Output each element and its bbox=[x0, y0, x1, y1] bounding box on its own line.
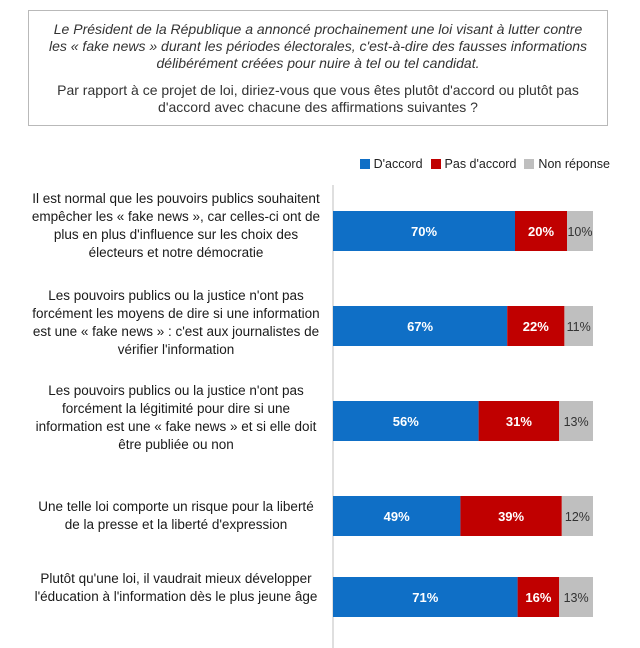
legend-swatch-accord bbox=[359, 159, 370, 169]
data-label-pas-accord: 16% bbox=[525, 590, 551, 605]
bar-segment-accord bbox=[333, 496, 461, 536]
category-label: Il est normal que les pouvoirs publics s… bbox=[31, 191, 321, 260]
question-text: Par rapport à ce projet de loi, diriez-v… bbox=[57, 82, 579, 115]
legend-swatch-non-reponse bbox=[524, 159, 535, 169]
intro-text: Le Président de la République a annoncé … bbox=[48, 21, 588, 71]
data-label-non-reponse: 13% bbox=[564, 591, 589, 605]
bar-segment-non-reponse bbox=[561, 496, 593, 536]
chart-legend: D'accord Pas d'accord Non réponse bbox=[352, 157, 610, 171]
data-label-accord: 56% bbox=[393, 414, 419, 429]
bar-segment-accord bbox=[333, 211, 515, 251]
bar-segment-non-reponse bbox=[559, 577, 593, 617]
category-label: Les pouvoirs publics ou la justice n'ont… bbox=[35, 383, 317, 452]
legend-item-accord: D'accord bbox=[359, 157, 423, 171]
category-label: Une telle loi comporte un risque pour la… bbox=[38, 499, 314, 532]
data-label-non-reponse: 12% bbox=[565, 510, 590, 524]
data-label-pas-accord: 39% bbox=[498, 509, 524, 524]
bar-segment-pas-accord bbox=[478, 401, 560, 441]
data-label-non-reponse: 11% bbox=[567, 320, 591, 334]
legend-label-accord: D'accord bbox=[373, 157, 423, 171]
data-label-accord: 49% bbox=[384, 509, 410, 524]
category-label: Plutôt qu'une loi, il vaudrait mieux dév… bbox=[34, 571, 318, 604]
bar-segment-accord bbox=[333, 306, 508, 346]
data-label-accord: 67% bbox=[407, 319, 433, 334]
bar-segment-accord bbox=[333, 577, 518, 617]
bar-segment-non-reponse bbox=[567, 211, 593, 251]
category-label: Les pouvoirs publics ou la justice n'ont… bbox=[32, 288, 320, 357]
bar-segment-pas-accord bbox=[515, 211, 567, 251]
legend-label-non-reponse: Non réponse bbox=[538, 157, 610, 171]
legend-item-pas-accord: Pas d'accord bbox=[430, 157, 517, 171]
data-label-non-reponse: 13% bbox=[564, 415, 589, 429]
bar-segment-non-reponse bbox=[559, 401, 593, 441]
bar-segment-pas-accord bbox=[460, 496, 562, 536]
data-label-pas-accord: 22% bbox=[523, 319, 549, 334]
data-label-pas-accord: 20% bbox=[528, 224, 554, 239]
question-box: Le Président de la République a annoncé … bbox=[28, 10, 608, 126]
legend-label-pas-accord: Pas d'accord bbox=[444, 157, 517, 171]
bar-segment-pas-accord bbox=[507, 306, 565, 346]
data-label-non-reponse: 10% bbox=[567, 225, 592, 239]
bar-segment-non-reponse bbox=[564, 306, 593, 346]
data-label-accord: 71% bbox=[412, 590, 438, 605]
data-label-pas-accord: 31% bbox=[506, 414, 532, 429]
bar-segment-accord bbox=[333, 401, 479, 441]
legend-swatch-pas-accord bbox=[430, 159, 441, 169]
data-label-accord: 70% bbox=[411, 224, 437, 239]
legend-item-non-reponse: Non réponse bbox=[524, 157, 610, 171]
bar-segment-pas-accord bbox=[517, 577, 560, 617]
